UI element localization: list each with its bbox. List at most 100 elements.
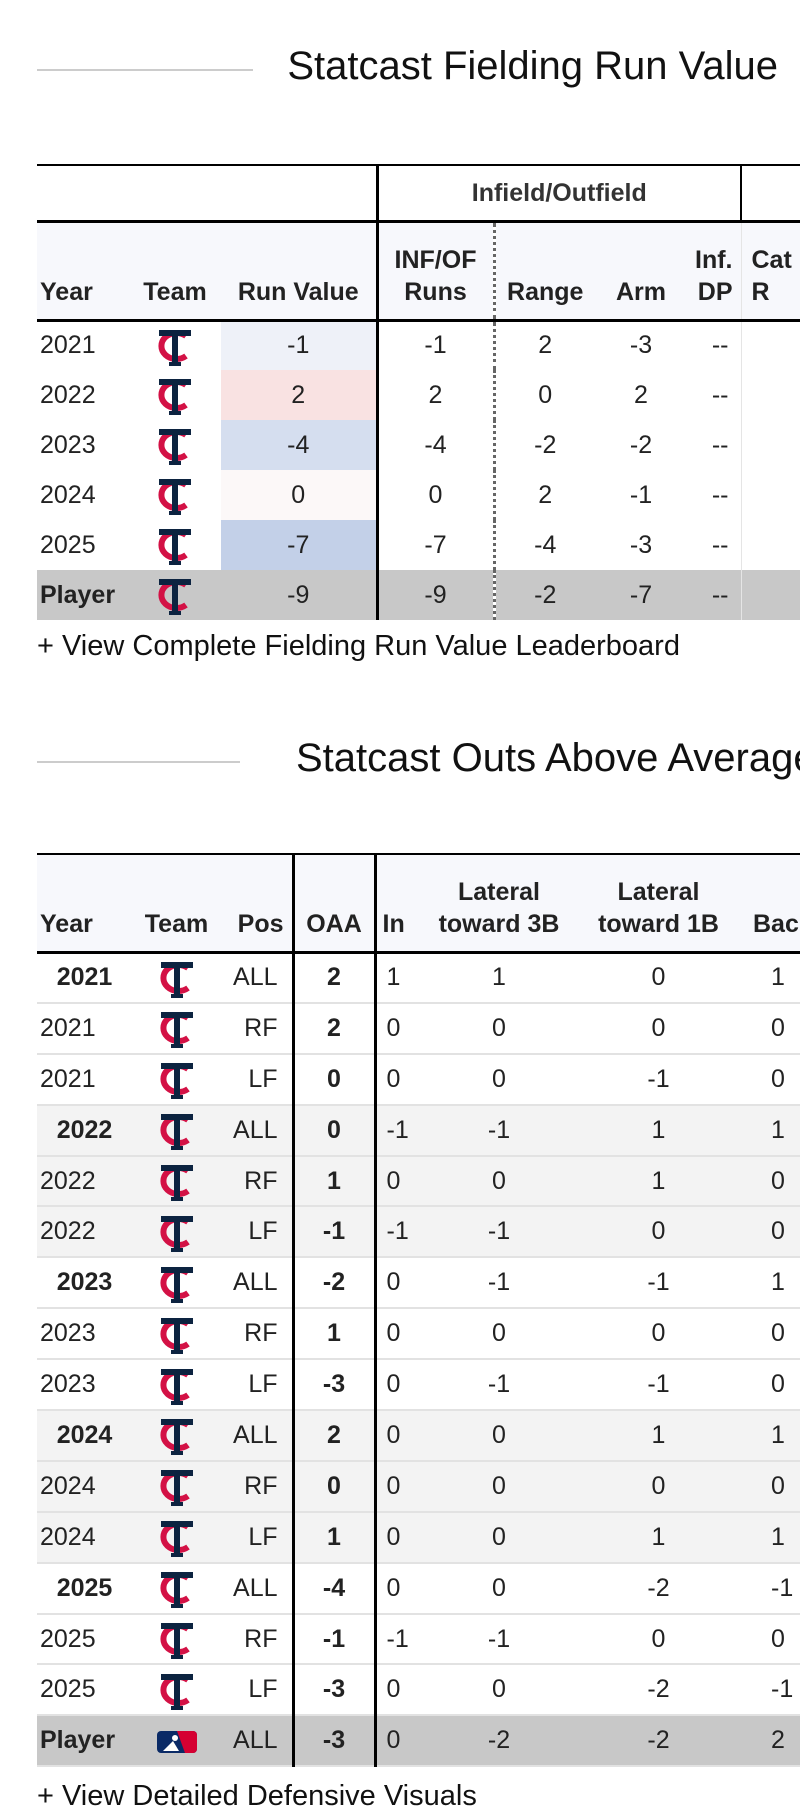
team xyxy=(129,370,221,420)
catcher xyxy=(741,420,800,470)
column-header: Pos xyxy=(224,854,293,952)
back: 0 xyxy=(739,1614,800,1665)
in: -1 xyxy=(375,1105,420,1156)
in: 0 xyxy=(375,1563,420,1614)
back: 0 xyxy=(739,1054,800,1105)
column-header: Inf.DP xyxy=(687,221,741,320)
back: -1 xyxy=(739,1664,800,1715)
team xyxy=(129,1715,224,1766)
year: 2022 xyxy=(37,1206,129,1257)
header-line: In xyxy=(383,908,421,941)
oaa: -1 xyxy=(293,1206,375,1257)
year: 2023 xyxy=(37,1257,129,1308)
range: -2 xyxy=(494,420,595,470)
team xyxy=(129,420,221,470)
inf-dp: -- xyxy=(687,570,741,620)
lateral-1b: 0 xyxy=(578,1003,739,1054)
in: 0 xyxy=(375,1003,420,1054)
section-title: Statcast Outs Above Average xyxy=(296,736,800,781)
inf-dp: -- xyxy=(687,470,741,520)
inf-dp: -- xyxy=(687,320,741,370)
lateral-3b: 0 xyxy=(420,1664,578,1715)
lateral-3b: -1 xyxy=(420,1614,578,1665)
team-logo xyxy=(155,1464,199,1508)
lateral-1b: 1 xyxy=(578,1512,739,1563)
in: 0 xyxy=(375,1461,420,1512)
in: 0 xyxy=(375,1410,420,1461)
position: ALL xyxy=(224,1563,293,1614)
team xyxy=(129,1206,224,1257)
lateral-3b: 0 xyxy=(420,1410,578,1461)
back: 0 xyxy=(739,1308,800,1359)
position: RF xyxy=(224,1614,293,1665)
back: 0 xyxy=(739,1003,800,1054)
year: 2022 xyxy=(37,1156,129,1207)
team xyxy=(129,470,221,520)
league-logo xyxy=(155,1719,199,1763)
team xyxy=(129,1410,224,1461)
in: 0 xyxy=(375,1156,420,1207)
position: ALL xyxy=(224,952,293,1003)
header-line: toward 1B xyxy=(578,908,739,941)
team-logo xyxy=(153,523,197,567)
oaa: 2 xyxy=(293,952,375,1003)
team-logo xyxy=(155,1108,199,1152)
run-value: -4 xyxy=(221,420,377,470)
range: 2 xyxy=(494,320,595,370)
header-line: Team xyxy=(129,276,221,309)
header-line: Pos xyxy=(224,908,284,941)
run-value: -1 xyxy=(221,320,377,370)
oaa: 0 xyxy=(293,1105,375,1156)
arm: -1 xyxy=(595,470,687,520)
header-line: OAA xyxy=(295,908,374,941)
oaa: -4 xyxy=(293,1563,375,1614)
back: 0 xyxy=(739,1156,800,1207)
data-row: 2025-7-7-4-3-- xyxy=(37,520,800,570)
team xyxy=(129,952,224,1003)
oaa: 1 xyxy=(293,1308,375,1359)
back: -1 xyxy=(739,1563,800,1614)
team-logo xyxy=(153,324,197,368)
team xyxy=(129,1359,224,1410)
in: 0 xyxy=(375,1512,420,1563)
in: 0 xyxy=(375,1664,420,1715)
position: RF xyxy=(224,1308,293,1359)
lateral-3b: 0 xyxy=(420,1563,578,1614)
leaderboard-link[interactable]: + View Complete Fielding Run Value Leade… xyxy=(37,630,680,663)
team-logo xyxy=(153,473,197,517)
column-header: Team xyxy=(129,854,224,952)
position: RF xyxy=(224,1003,293,1054)
back: 1 xyxy=(739,952,800,1003)
header-line: Range xyxy=(496,276,596,309)
year: 2025 xyxy=(37,520,129,570)
visuals-link[interactable]: + View Detailed Defensive Visuals xyxy=(37,1780,477,1813)
team-logo xyxy=(155,956,199,1000)
oaa: 2 xyxy=(293,1003,375,1054)
group-header: Infield/Outfield xyxy=(377,165,741,221)
team-logo xyxy=(155,1413,199,1457)
column-header: Run Value xyxy=(221,221,377,320)
lateral-1b: -2 xyxy=(578,1715,739,1766)
range: 2 xyxy=(494,470,595,520)
arm: -2 xyxy=(595,420,687,470)
position: LF xyxy=(224,1512,293,1563)
position: LF xyxy=(224,1664,293,1715)
range: -4 xyxy=(494,520,595,570)
team-logo xyxy=(155,1363,199,1407)
team xyxy=(129,570,221,620)
catcher xyxy=(741,470,800,520)
column-header: Arm xyxy=(595,221,687,320)
position: ALL xyxy=(224,1105,293,1156)
position: LF xyxy=(224,1206,293,1257)
